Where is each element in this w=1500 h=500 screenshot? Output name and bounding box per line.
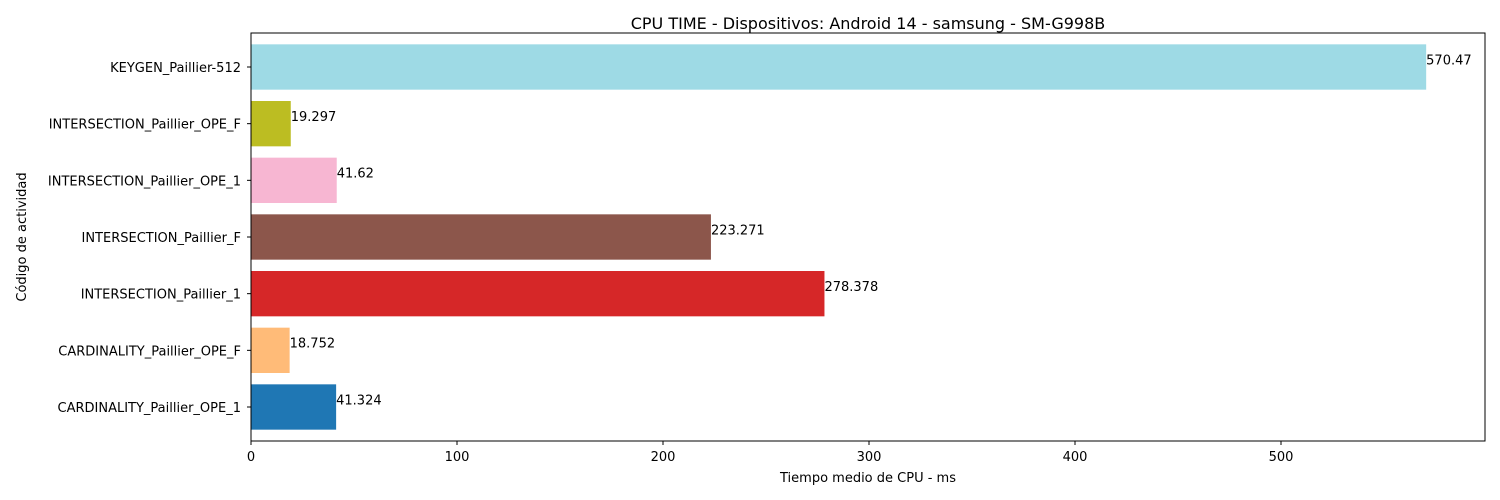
y-axis-ticks: CARDINALITY_Paillier_OPE_1 CARDINALITY_Pa… [48,61,251,416]
x-tick-label: 200 [651,450,676,465]
x-tick-label: 0 [247,450,255,465]
y-axis-label: Código de actividad [15,172,30,301]
x-tick-label: 500 [1269,450,1294,465]
bar-value-label: 18.752 [290,337,336,352]
bar [251,101,291,147]
bar [251,214,711,260]
y-tick-label: KEYGEN_Paillier-512 [110,61,241,76]
bar [251,44,1427,90]
x-tick-label: 300 [857,450,882,465]
bar [251,157,337,203]
bar-value-label: 223.271 [711,223,765,238]
bar-value-label: 278.378 [824,280,878,295]
x-tick-label: 100 [445,450,470,465]
y-tick-label: INTERSECTION_Paillier_1 [81,288,241,303]
y-tick-label: CARDINALITY_Paillier_OPE_F [58,344,241,359]
bar-value-label: 570.47 [1426,53,1472,68]
y-tick-label: INTERSECTION_Paillier_OPE_1 [48,174,241,189]
bar [251,271,825,317]
x-axis-label: Tiempo medio de CPU - ms [779,471,956,486]
bar-value-label: 41.324 [336,393,382,408]
y-tick-label: INTERSECTION_Paillier_OPE_F [49,118,241,133]
x-axis-ticks: 0 100 200 300 400 500 [247,441,1294,465]
bar [251,384,337,430]
bar-value-label: 19.297 [291,110,337,125]
x-tick-label: 400 [1063,450,1088,465]
bars-group: 41.324 18.752 278.378 223.271 41.62 19.297 570… [251,44,1472,430]
chart-title: CPU TIME - Dispositivos: Android 14 - sa… [631,14,1106,33]
plot-frame [250,32,1486,442]
bar [251,327,290,373]
y-tick-label: INTERSECTION_Paillier_F [81,231,241,246]
bar-value-label: 41.62 [337,167,374,182]
y-tick-label: CARDINALITY_Paillier_OPE_1 [58,401,242,416]
